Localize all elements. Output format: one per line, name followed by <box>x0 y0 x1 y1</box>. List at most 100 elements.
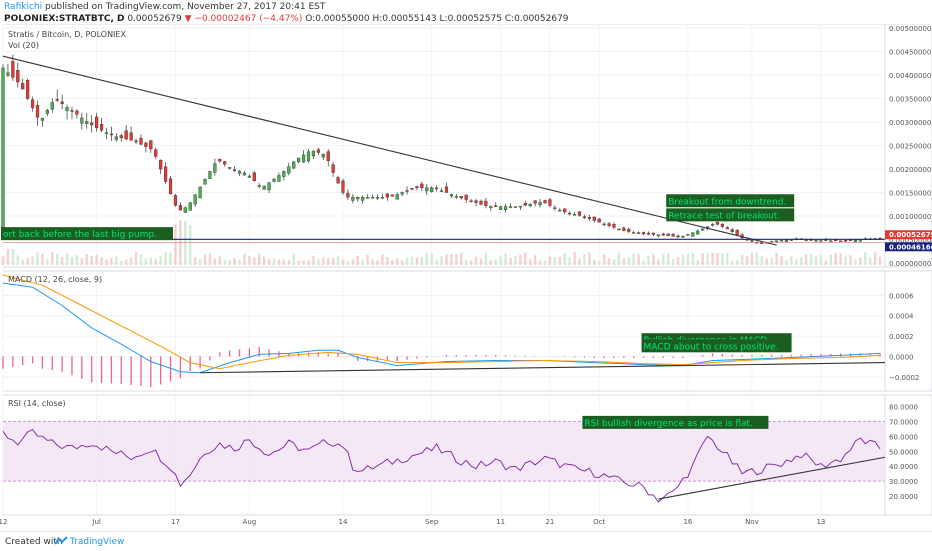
candle-body <box>242 172 247 176</box>
volume-bar <box>435 259 438 265</box>
volume-bar <box>233 258 236 265</box>
y-tick-label: 0.00450000 <box>889 49 931 57</box>
volume-bar <box>701 253 704 265</box>
volume-bar <box>824 260 828 265</box>
volume-bar <box>253 257 256 265</box>
y-tick-label: 0.00100000 <box>889 213 931 221</box>
candle-body <box>607 223 611 226</box>
candle-body <box>257 185 261 187</box>
candle-body <box>144 142 148 147</box>
volume-bar <box>425 252 428 265</box>
volume-bar <box>248 256 251 265</box>
x-tick-label: Oct <box>593 518 605 526</box>
candle-body <box>267 182 271 191</box>
candle-body <box>814 240 818 242</box>
volume-bar <box>371 259 374 265</box>
candle-body <box>553 207 557 209</box>
candle-body <box>366 196 370 199</box>
tradingview-logo-icon <box>54 536 68 545</box>
volume-bar <box>341 259 345 265</box>
price-change: −0.00002467 (−4.47%) <box>194 14 303 24</box>
volume-bar <box>95 255 98 265</box>
candle-body <box>577 211 582 216</box>
candle-body <box>819 240 823 242</box>
volume-bar <box>524 252 527 265</box>
volume-bar <box>218 256 222 265</box>
candle-body <box>508 206 513 208</box>
volume-bar <box>839 253 842 265</box>
candle-body <box>627 229 631 232</box>
volume-bar <box>864 252 867 265</box>
candle-body <box>95 116 99 129</box>
volume-bar <box>420 257 424 265</box>
candle-body <box>40 117 45 121</box>
volume-bar <box>681 254 685 265</box>
candle-body <box>435 187 439 190</box>
candle-body <box>666 233 670 236</box>
tradingview-brand[interactable]: TradingView <box>70 537 125 547</box>
annotation-support-box <box>1 227 173 241</box>
support-price-label: 0.00046166 <box>889 243 932 251</box>
candle-body <box>646 232 651 235</box>
x-tick-label: Aug <box>243 518 257 526</box>
macd-trendline <box>200 362 886 374</box>
candle-body <box>104 132 109 134</box>
volume-bar <box>51 252 54 265</box>
candle-body <box>262 185 266 190</box>
macd-y-tick-label: 0.0000 <box>889 353 914 361</box>
price-trendline <box>2 55 777 246</box>
candle-body <box>311 150 316 157</box>
candle-body <box>779 240 784 242</box>
volume-bar <box>696 260 699 265</box>
volume-bar <box>144 258 148 265</box>
candle-body <box>277 175 281 182</box>
pane-frame-2 <box>2 270 886 392</box>
volume-bar <box>243 253 246 265</box>
candle-body <box>154 149 158 157</box>
volume-bar <box>676 257 680 265</box>
rsi-band <box>3 421 885 482</box>
candle-body <box>523 203 527 206</box>
volume-bar <box>149 257 153 265</box>
candle-body <box>218 158 222 162</box>
volume-bar <box>154 259 157 265</box>
annotation-macd-2-box <box>641 339 792 353</box>
candle-body <box>410 187 414 190</box>
volume-bar <box>760 256 764 265</box>
chart-canvas[interactable]: 0.00500000 0.00450000 0.00400000 0.00350000… <box>0 24 932 531</box>
candle-body <box>198 186 202 199</box>
volume-bar <box>277 259 281 265</box>
candle-body <box>129 132 133 141</box>
volume-bar <box>750 252 754 265</box>
candle-body <box>858 239 862 242</box>
volume-bar <box>529 259 532 265</box>
candle-body <box>735 229 739 236</box>
volume-bar <box>134 252 138 265</box>
volume-bar <box>174 224 177 265</box>
candle-body <box>784 239 789 242</box>
candle-body <box>632 232 636 234</box>
candle-body <box>681 236 685 238</box>
volume-bar <box>65 252 69 265</box>
volume-bar <box>869 257 872 265</box>
author-link[interactable]: Rafikichi <box>4 2 43 12</box>
candle-body <box>430 187 434 193</box>
volume-bar <box>440 256 443 265</box>
candle-body <box>208 171 212 179</box>
macd-title: MACD (12, 26, close, 9) <box>8 275 102 284</box>
candle-body <box>612 224 616 228</box>
volume-bar <box>755 252 759 265</box>
candle-body <box>405 190 409 192</box>
volume-bar <box>790 256 793 265</box>
candle-body <box>548 199 552 206</box>
candle-body <box>671 234 675 237</box>
candle-body <box>237 171 242 174</box>
candle-body <box>356 196 360 200</box>
candle-body <box>380 196 385 199</box>
volume-bar <box>809 254 813 265</box>
volume-bar <box>548 256 552 265</box>
volume-bar <box>450 253 453 265</box>
candle-body <box>385 193 389 198</box>
support-price-tag <box>885 242 932 252</box>
rsi-y-tick-label: 60.0000 <box>889 433 918 441</box>
